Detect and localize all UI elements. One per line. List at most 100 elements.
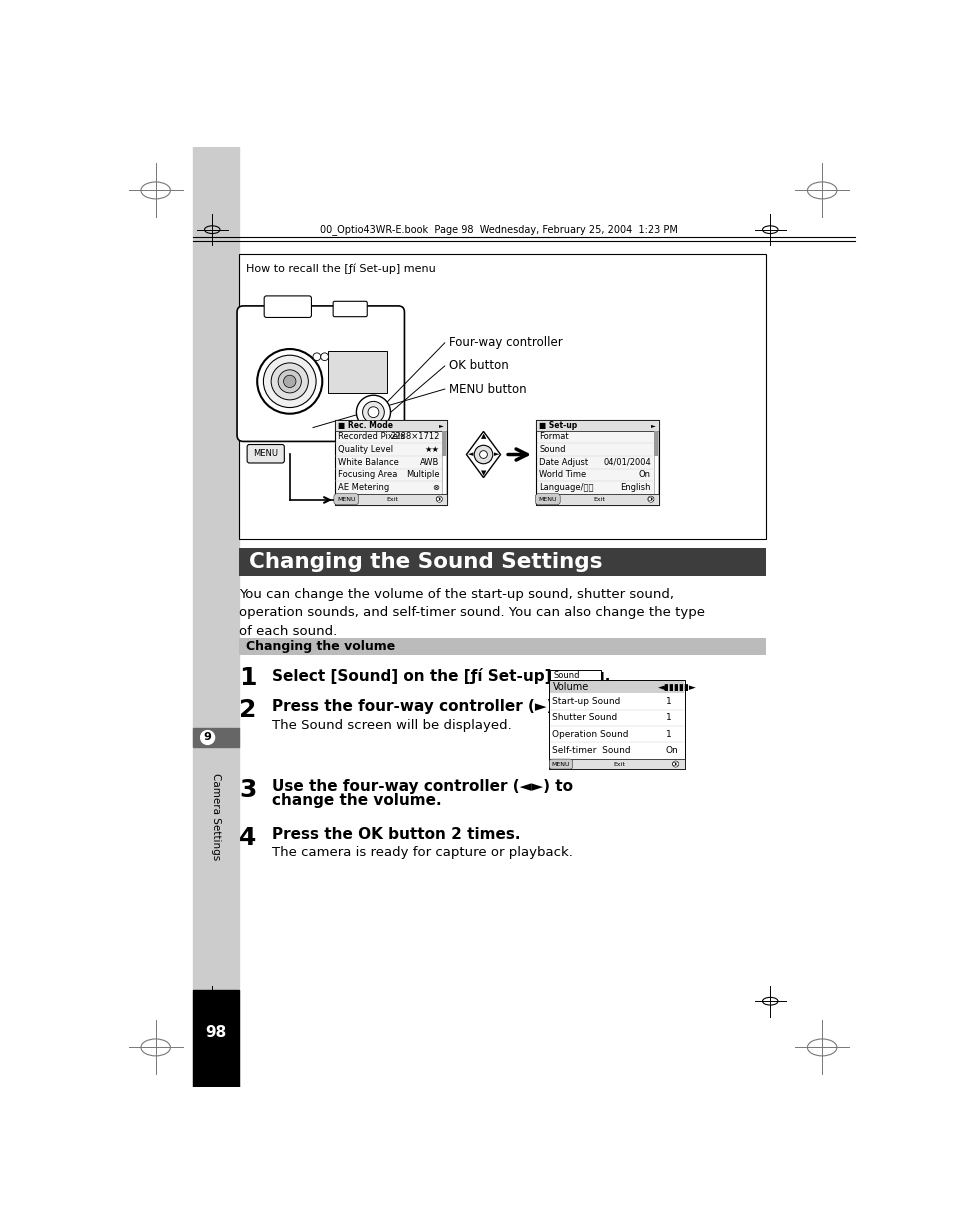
FancyBboxPatch shape: [236, 306, 404, 442]
Bar: [239, 254, 765, 540]
Bar: [536, 420, 658, 431]
FancyBboxPatch shape: [264, 295, 311, 317]
Bar: [654, 431, 658, 493]
Bar: [549, 758, 684, 769]
Circle shape: [368, 407, 378, 418]
Text: 1: 1: [239, 667, 256, 690]
Text: How to recall the [ƒí Set-up] menu: How to recall the [ƒí Set-up] menu: [245, 264, 435, 274]
Circle shape: [257, 349, 322, 414]
Text: AWB: AWB: [419, 458, 439, 466]
Circle shape: [672, 761, 679, 767]
Text: 98: 98: [205, 1024, 227, 1039]
Circle shape: [362, 402, 384, 422]
Text: OK: OK: [672, 762, 679, 767]
Text: ►: ►: [650, 422, 655, 427]
Bar: [442, 431, 446, 455]
Text: The Sound screen will be displayed.: The Sound screen will be displayed.: [272, 719, 511, 733]
Text: ▼: ▼: [480, 470, 486, 476]
Circle shape: [436, 496, 442, 502]
Text: Recorded Pixels: Recorded Pixels: [337, 432, 404, 442]
Text: World Time: World Time: [538, 470, 586, 480]
Bar: [239, 637, 765, 654]
Text: The camera is ready for capture or playback.: The camera is ready for capture or playb…: [272, 846, 572, 858]
Text: Operation Sound: Operation Sound: [552, 730, 628, 739]
Text: Start-up Sound: Start-up Sound: [552, 697, 620, 706]
Text: 4: 4: [239, 825, 256, 850]
Text: OK: OK: [647, 497, 654, 502]
Text: MENU: MENU: [253, 449, 278, 458]
Text: MENU button: MENU button: [448, 382, 526, 396]
Text: 1: 1: [665, 713, 671, 723]
Bar: [654, 431, 658, 455]
Text: ►: ►: [494, 452, 498, 458]
Text: ◄: ◄: [467, 452, 473, 458]
Circle shape: [263, 355, 315, 408]
Circle shape: [283, 375, 295, 387]
Text: change the volume.: change the volume.: [272, 794, 441, 808]
Bar: [328, 350, 386, 393]
Circle shape: [479, 451, 487, 458]
Bar: [536, 420, 658, 504]
Polygon shape: [466, 431, 500, 477]
Circle shape: [474, 446, 493, 464]
Text: Press the four-way controller (►).: Press the four-way controller (►).: [272, 700, 558, 714]
Circle shape: [200, 730, 214, 745]
Text: Select [Sound] on the [ƒí Set-up] menu.: Select [Sound] on the [ƒí Set-up] menu.: [272, 668, 610, 684]
Text: Press the OK button 2 times.: Press the OK button 2 times.: [272, 827, 520, 842]
Bar: [335, 420, 447, 431]
Text: Volume: Volume: [552, 683, 588, 692]
Text: MENU: MENU: [537, 497, 557, 502]
Text: Sound: Sound: [538, 446, 565, 454]
Text: 2288×1712: 2288×1712: [390, 432, 439, 442]
Text: Multiple: Multiple: [405, 470, 439, 480]
Text: Self-timer  Sound: Self-timer Sound: [552, 746, 631, 755]
Text: OK button: OK button: [448, 359, 508, 372]
Text: Use the four-way controller (◄►) to: Use the four-way controller (◄►) to: [272, 779, 573, 795]
Text: MENU: MENU: [336, 497, 355, 502]
Text: 3: 3: [239, 778, 256, 802]
Text: ■ Rec. Mode: ■ Rec. Mode: [337, 421, 393, 430]
Text: MENU: MENU: [551, 762, 570, 767]
Text: ⊗: ⊗: [432, 484, 439, 492]
Bar: [549, 680, 684, 769]
Text: 04/01/2004: 04/01/2004: [602, 458, 650, 466]
Text: Exit: Exit: [593, 497, 605, 502]
Text: 1: 1: [665, 730, 671, 739]
Text: Four-way controller: Four-way controller: [448, 336, 561, 349]
Text: OK: OK: [436, 497, 442, 502]
Text: On: On: [665, 746, 678, 755]
Text: Sound: Sound: [553, 672, 579, 680]
Text: Exit: Exit: [386, 497, 398, 502]
Text: 9: 9: [203, 733, 212, 742]
Text: ◄▮▮▮▮▮►: ◄▮▮▮▮▮►: [658, 683, 696, 691]
Bar: [335, 420, 447, 504]
Text: Format: Format: [538, 432, 568, 442]
Circle shape: [353, 424, 360, 431]
Circle shape: [647, 496, 654, 502]
Text: Language/言語: Language/言語: [538, 484, 593, 492]
Text: On: On: [639, 470, 650, 480]
Text: Exit: Exit: [612, 762, 624, 767]
Text: Quality Level: Quality Level: [337, 446, 393, 454]
Text: 2: 2: [239, 698, 256, 722]
Bar: [536, 493, 658, 504]
Text: ★★: ★★: [424, 446, 439, 454]
Bar: [442, 431, 446, 493]
Text: ▲: ▲: [480, 433, 486, 440]
FancyBboxPatch shape: [333, 302, 367, 316]
Text: Changing the Sound Settings: Changing the Sound Settings: [249, 552, 601, 573]
Text: AE Metering: AE Metering: [337, 484, 389, 492]
Text: ►: ►: [438, 422, 443, 427]
Text: Date Adjust: Date Adjust: [538, 458, 588, 466]
Circle shape: [278, 370, 301, 393]
Text: Camera Settings: Camera Settings: [211, 773, 221, 860]
Text: White Balance: White Balance: [337, 458, 398, 466]
Bar: [550, 681, 683, 694]
Text: 1: 1: [665, 697, 671, 706]
Circle shape: [320, 353, 328, 360]
Circle shape: [313, 353, 320, 360]
Text: You can change the volume of the start-up sound, shutter sound,
operation sounds: You can change the volume of the start-u…: [239, 587, 704, 637]
Bar: [239, 548, 765, 576]
Text: 00_Optio43WR-E.book  Page 98  Wednesday, February 25, 2004  1:23 PM: 00_Optio43WR-E.book Page 98 Wednesday, F…: [319, 225, 678, 236]
Text: Shutter Sound: Shutter Sound: [552, 713, 618, 723]
